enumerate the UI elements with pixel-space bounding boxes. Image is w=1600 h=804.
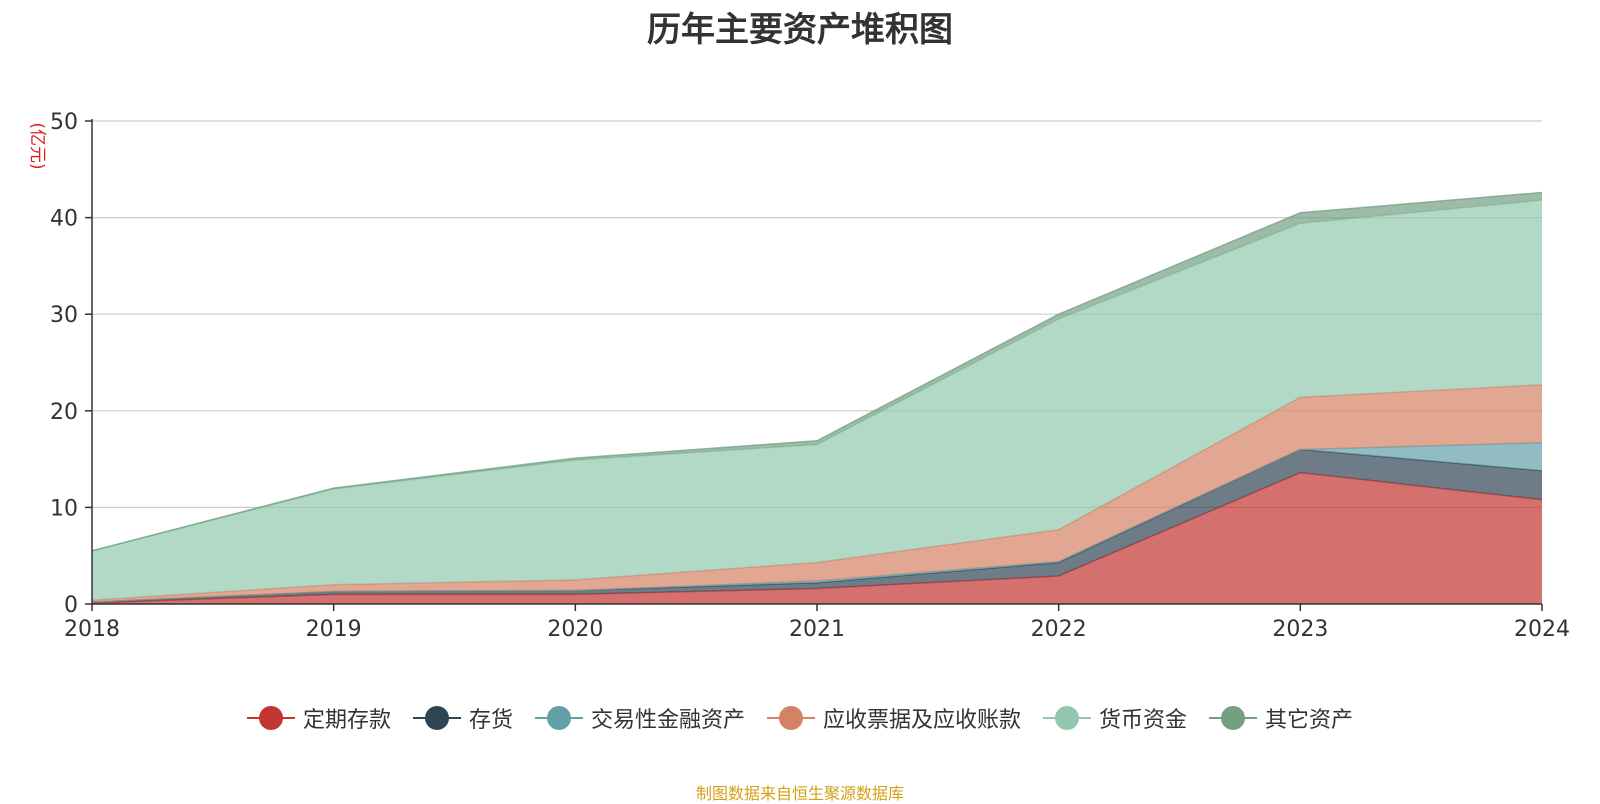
legend-item[interactable]: 存货 bbox=[412, 702, 513, 734]
area-货币资金[interactable] bbox=[92, 200, 1542, 601]
legend-marker bbox=[246, 705, 295, 731]
legend-marker bbox=[534, 705, 583, 731]
legend-item[interactable]: 其它资产 bbox=[1209, 702, 1353, 734]
y-tick-label: 50 bbox=[50, 110, 78, 135]
x-tick-label: 2020 bbox=[547, 617, 603, 642]
legend-label: 应收票据及应收账款 bbox=[823, 708, 1022, 733]
legend-label: 货币资金 bbox=[1099, 708, 1188, 733]
x-tick-label: 2022 bbox=[1031, 617, 1087, 642]
legend-item[interactable]: 应收票据及应收账款 bbox=[767, 702, 1021, 734]
y-tick-label: 0 bbox=[64, 593, 78, 618]
legend-item[interactable]: 货币资金 bbox=[1043, 702, 1187, 734]
x-tick-label: 2021 bbox=[789, 617, 845, 642]
legend-marker bbox=[1043, 705, 1092, 731]
x-tick-label: 2019 bbox=[306, 617, 362, 642]
x-tick-label: 2018 bbox=[64, 617, 120, 642]
legend-marker bbox=[412, 705, 461, 731]
source-note: 制图数据来自恒生聚源数据库 bbox=[695, 784, 904, 803]
area-应收票据及应收账款[interactable] bbox=[92, 384, 1542, 603]
y-axis-unit-label: (亿元) bbox=[27, 122, 47, 169]
chart-title: 历年主要资产堆积图 bbox=[647, 10, 953, 50]
legend-label: 存货 bbox=[468, 708, 513, 733]
legend-label: 定期存款 bbox=[302, 708, 391, 733]
axes: 0 10 20 30 40 50 2018 2019 2020 2021 2022 2023 2024 bbox=[50, 110, 1570, 642]
legend: 定期存款 存货 交易性金融资产 应收票据及应收账款 货币资金 其它资产 bbox=[0, 702, 1600, 734]
legend-marker bbox=[1209, 705, 1258, 731]
y-tick-label: 20 bbox=[50, 400, 78, 425]
y-tick-label: 30 bbox=[50, 303, 78, 328]
area-存货[interactable] bbox=[92, 449, 1542, 604]
x-tick-label: 2024 bbox=[1514, 617, 1570, 642]
legend-item[interactable]: 交易性金融资产 bbox=[534, 702, 745, 734]
x-tick-label: 2023 bbox=[1272, 617, 1328, 642]
y-tick-label: 10 bbox=[50, 496, 78, 521]
area-定期存款[interactable] bbox=[92, 472, 1542, 604]
legend-item[interactable]: 定期存款 bbox=[246, 702, 391, 734]
y-tick-label: 40 bbox=[50, 207, 78, 232]
legend-marker bbox=[767, 705, 815, 731]
line-其它资产 bbox=[91, 191, 1543, 552]
legend-label: 交易性金融资产 bbox=[590, 708, 745, 733]
area-series bbox=[91, 191, 1543, 604]
legend-label: 其它资产 bbox=[1265, 708, 1354, 733]
